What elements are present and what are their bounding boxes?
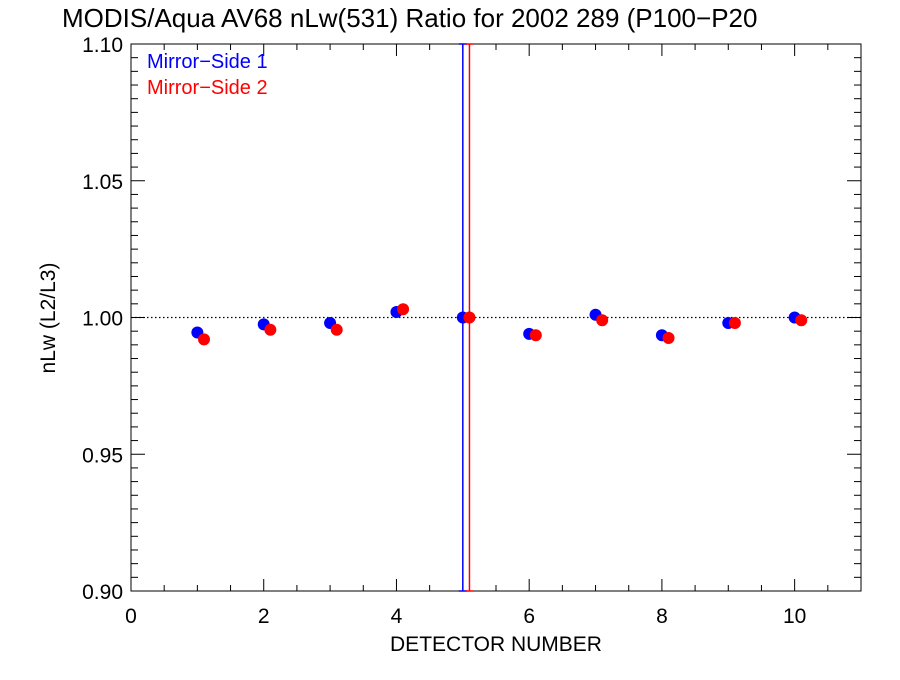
data-point-series-2 (198, 333, 210, 346)
x-tick-label: 8 (656, 605, 668, 628)
chart-title: MODIS/Aqua AV68 nLw(531) Ratio for 2002 … (62, 3, 757, 33)
y-tick-label: 1.00 (82, 308, 123, 331)
data-point-series-2 (330, 323, 343, 336)
legend-entry-series-2: Mirror−Side 2 (147, 77, 268, 99)
y-tick-label: 0.95 (82, 444, 123, 467)
data-point-series-2 (463, 311, 476, 324)
legend-entry-series-1: Mirror−Side 1 (147, 51, 268, 73)
data-point-series-2 (529, 329, 542, 342)
x-tick-label: 2 (258, 605, 270, 628)
data-point-series-2 (264, 323, 277, 336)
data-point-series-2 (728, 316, 741, 329)
data-point-series-2 (397, 303, 410, 316)
y-tick-label: 1.05 (82, 171, 123, 194)
x-tick-label: 4 (391, 605, 403, 628)
y-axis-label: nLw (L2/L3) (37, 263, 60, 374)
y-tick-label: 0.90 (82, 581, 123, 604)
x-axis-label: DETECTOR NUMBER (390, 633, 602, 656)
x-tick-label: 10 (783, 605, 806, 628)
x-tick-label: 0 (125, 605, 137, 628)
plot-area: 0 2 4 6 8 10 0.90 0.95 1.00 1.05 1.10 Mirror−Side 1… (82, 34, 862, 628)
y-tick-label: 1.10 (82, 34, 123, 57)
x-tick-label: 6 (523, 605, 535, 628)
data-point-series-2 (596, 314, 609, 327)
data-point-series-2 (662, 332, 675, 345)
data-point-series-2 (795, 314, 808, 327)
